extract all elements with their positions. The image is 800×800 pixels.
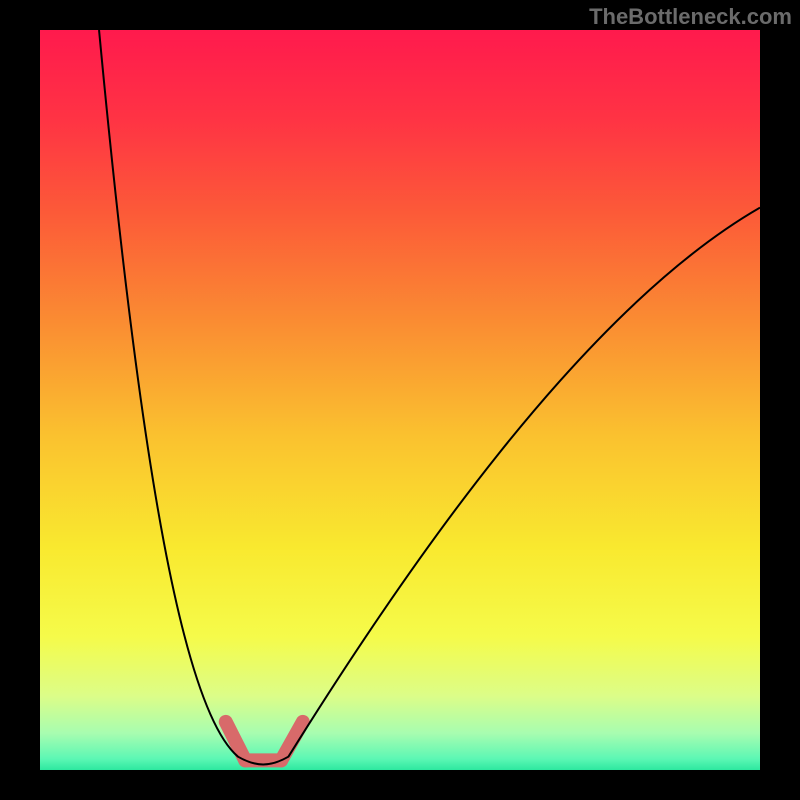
watermark: TheBottleneck.com (589, 4, 792, 30)
plot-background (40, 30, 760, 770)
plot-area (40, 30, 760, 770)
chart-svg (40, 30, 760, 770)
chart-container: TheBottleneck.com (0, 0, 800, 800)
